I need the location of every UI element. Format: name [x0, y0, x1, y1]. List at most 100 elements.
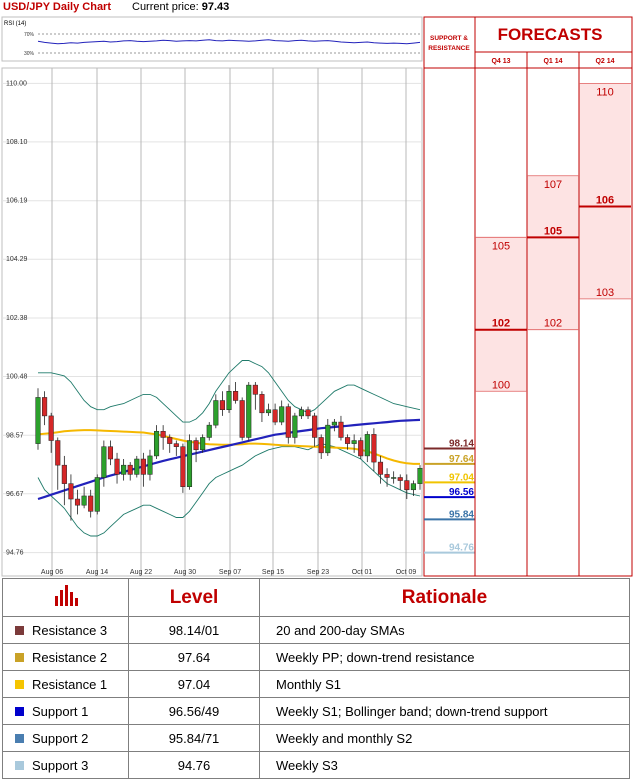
level-column-header: Level	[128, 578, 260, 617]
chart-header: USD/JPY Daily Chart Current price: 97.43	[0, 0, 424, 16]
price-axis-label: 102.38	[6, 315, 28, 322]
level-row: Resistance 2 97.64 Weekly PP; down-trend r…	[2, 643, 630, 671]
level-name-cell: Support 1	[2, 697, 129, 725]
level-name-cell: Resistance 2	[2, 643, 129, 671]
candle-body	[88, 495, 94, 512]
candle-body	[272, 409, 278, 423]
candle-body	[200, 437, 206, 451]
forecast-high-label: 110	[596, 86, 614, 98]
sr-level-label: 95.84	[449, 509, 474, 520]
forecast-low-label: 103	[596, 287, 614, 299]
date-axis-label: Sep 07	[219, 569, 241, 576]
bollinger-lower-band	[37, 443, 421, 537]
level-value: 97.04	[128, 670, 260, 698]
forecast-ranges: 105 102 100 107 105 102 110 106 103	[475, 82, 631, 392]
candle-body	[61, 464, 67, 484]
candle-body	[213, 400, 219, 426]
candle-body	[358, 440, 364, 457]
sr-level-label: 94.76	[449, 543, 474, 554]
level-value: 94.76	[128, 751, 260, 779]
candle-body	[391, 477, 397, 479]
current-price-value: 97.43	[201, 1, 230, 13]
level-name: Resistance 1	[32, 677, 108, 693]
candle-body	[331, 421, 337, 426]
candle-body	[153, 431, 160, 457]
level-row: Support 3 94.76 Weekly S3	[2, 751, 630, 779]
candle-body	[81, 495, 87, 506]
level-rationale: Weekly S3	[259, 751, 630, 779]
candle-body	[134, 458, 140, 475]
candle-body	[180, 446, 186, 487]
candle-body	[233, 391, 239, 401]
level-name: Support 3	[32, 758, 89, 774]
sr-level-label: 97.04	[449, 472, 474, 483]
date-axis-label: Sep 23	[307, 569, 329, 576]
candlesticks	[35, 382, 423, 521]
level-color-swatch	[15, 626, 24, 636]
price-axis-label: 96.67	[6, 491, 24, 498]
level-value: 96.56/49	[128, 697, 260, 725]
forecasts-title: FORECASTS	[498, 25, 603, 44]
forecast-range	[579, 83, 631, 299]
price-axis-label: 94.76	[6, 550, 24, 557]
forecast-pivot-label: 102	[492, 318, 510, 330]
candle-body	[377, 461, 384, 475]
level-name-cell: Resistance 1	[2, 670, 129, 698]
level-color-swatch	[15, 761, 24, 771]
levels-table: Level Rationale Resistance 3 98.14/01 20 a…	[2, 578, 630, 779]
sr-level-label: 96.56	[449, 487, 474, 498]
forecast-pivot-label: 106	[596, 195, 614, 207]
level-name: Resistance 3	[32, 623, 108, 639]
candle-body	[397, 477, 403, 481]
candle-body	[68, 483, 74, 500]
candle-body	[186, 440, 193, 487]
candle-body	[279, 406, 285, 423]
candle-body	[193, 440, 199, 451]
candle-body	[312, 415, 318, 438]
candle-body	[246, 384, 252, 438]
candle-body	[292, 415, 298, 438]
level-name-cell: Resistance 3	[2, 616, 129, 644]
chart-title: USD/JPY Daily Chart	[3, 1, 112, 13]
forecast-range	[527, 175, 579, 330]
price-axis-label: 104.29	[6, 256, 28, 263]
date-gridlines	[51, 68, 407, 576]
candle-body	[101, 446, 107, 478]
rsi-level-70: 70%	[24, 32, 35, 38]
forecast-col-q4-13: Q4 13	[491, 58, 510, 65]
date-axis-label: Aug 30	[174, 569, 196, 576]
level-row: Support 1 96.56/49 Weekly S1; Bollinger ba…	[2, 697, 630, 725]
date-axis-label: Oct 01	[352, 569, 373, 576]
candle-body	[417, 467, 423, 484]
candle-body	[114, 458, 120, 475]
forecast-area: FORECASTS Q4 13 Q1 14 Q2 14 105 102 100 107…	[474, 16, 633, 577]
level-value: 98.14/01	[128, 616, 260, 644]
sma-200-line	[37, 418, 421, 501]
rsi-level-30: 30%	[24, 51, 35, 57]
candle-body	[42, 397, 48, 417]
candle-body	[35, 397, 41, 444]
candle-body	[160, 431, 166, 438]
level-rationale: Weekly S1; Bollinger band; down-trend su…	[259, 697, 630, 725]
candle-body	[219, 400, 225, 410]
sr-levels: 98.14 97.64 97.04 96.56 95.84 94.76	[424, 439, 475, 554]
price-gridlines	[2, 82, 422, 554]
level-name: Resistance 2	[32, 650, 108, 666]
level-row: Support 2 95.84/71 Weekly and monthly S2	[2, 724, 630, 752]
level-rationale: Weekly and monthly S2	[259, 724, 630, 752]
candle-body	[107, 446, 114, 460]
candle-body	[127, 464, 133, 475]
level-rationale: Monthly S1	[259, 670, 630, 698]
price-panel: 110.00 108.10 106.19 104.29 102.38 100.48 98.5…	[1, 67, 423, 577]
forecast-low-label: 100	[492, 379, 510, 391]
rsi-label: RSI (14)	[4, 21, 26, 27]
level-value: 95.84/71	[128, 724, 260, 752]
candle-body	[140, 458, 146, 475]
forecast-high-label: 105	[492, 240, 510, 252]
rsi-panel: RSI (14) 70% 30%	[1, 16, 423, 62]
candle-body	[259, 394, 265, 414]
candle-body	[325, 424, 331, 454]
level-rationale: Weekly PP; down-trend resistance	[259, 643, 630, 671]
date-axis-labels: Aug 06 Aug 14 Aug 22 Aug 30 Sep 07 Sep 15 Sep …	[41, 569, 417, 576]
candle-body	[121, 464, 127, 475]
